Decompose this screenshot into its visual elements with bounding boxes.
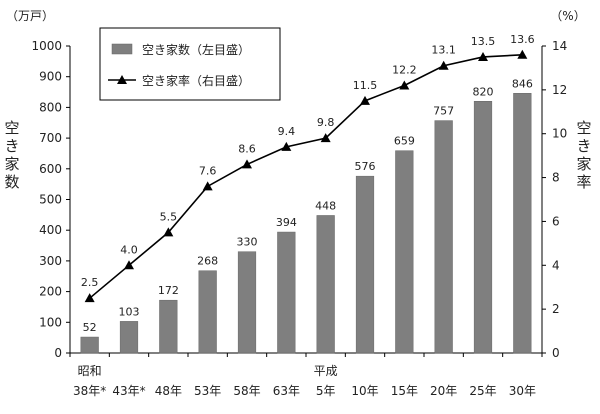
right-tick-label: 6 [552, 214, 560, 228]
right-tick-label: 12 [552, 83, 567, 97]
triangle-marker [478, 51, 488, 61]
left-tick-label: 900 [39, 70, 62, 84]
left-tick-label: 800 [39, 100, 62, 114]
x-category-label: 43年* [112, 384, 145, 398]
rate-value-label: 7.6 [199, 164, 217, 177]
bar-value-label: 330 [237, 236, 258, 249]
bar [80, 336, 99, 354]
x-category-label: 15年 [391, 384, 418, 398]
left-tick-label: 600 [39, 162, 62, 176]
right-tick-label: 14 [552, 39, 567, 53]
bar [316, 215, 335, 354]
triangle-marker [242, 159, 252, 169]
x-category-label: 10年 [351, 384, 378, 398]
legend-bar-swatch [111, 43, 133, 55]
legend-bar-label: 空き家数（左目盛） [142, 42, 250, 57]
legend-box [99, 27, 281, 101]
triangle-marker [124, 260, 134, 270]
bar [513, 93, 532, 354]
bar-value-label: 820 [473, 85, 494, 98]
right-tick-label: 4 [552, 258, 560, 272]
bar-value-label: 448 [315, 199, 336, 212]
right-unit-label: （%） [550, 9, 585, 23]
rate-value-label: 13.6 [510, 33, 535, 46]
bar-value-label: 659 [394, 135, 415, 148]
triangle-marker [399, 80, 410, 90]
bar [277, 231, 296, 354]
bar [355, 175, 375, 354]
x-category-label: 30年 [509, 384, 536, 398]
bar [237, 251, 257, 354]
legend-line-label: 空き家率（右目盛） [142, 73, 250, 88]
bar-value-label: 576 [355, 160, 376, 173]
triangle-marker [438, 60, 449, 70]
left-tick-label: 700 [39, 131, 62, 145]
legend-triangle-marker [117, 75, 127, 84]
x-category-label: 48年 [155, 384, 182, 398]
rate-value-label: 13.5 [471, 35, 496, 48]
triangle-marker [84, 293, 95, 303]
bar-value-label: 394 [276, 216, 297, 229]
left-unit-label: （万戸） [6, 9, 54, 23]
bar-value-label: 52 [83, 321, 97, 334]
rate-value-label: 4.0 [120, 243, 138, 256]
x-category-label: 63年 [273, 384, 300, 398]
x-category-label: 5年 [316, 384, 336, 398]
triangle-marker [202, 181, 213, 191]
triangle-marker [320, 133, 331, 143]
left-tick-label: 0 [54, 346, 62, 360]
bar [159, 299, 178, 354]
bar-value-label: 103 [119, 305, 140, 318]
right-axis-title: 空き家率 [576, 119, 591, 191]
x-category-label: 25年 [469, 384, 496, 398]
triangle-marker [281, 141, 292, 151]
right-tick-label: 8 [552, 171, 560, 185]
right-tick-label: 10 [552, 127, 567, 141]
bar-value-label: 846 [512, 77, 533, 90]
bar [434, 120, 453, 354]
bar [198, 270, 217, 354]
bar-value-label: 268 [197, 255, 218, 268]
x-category-label: 20年 [430, 384, 457, 398]
x-era-label: 平成 [314, 364, 338, 378]
left-tick-label: 100 [39, 315, 62, 329]
rate-value-label: 13.1 [431, 44, 456, 57]
x-category-label: 58年 [233, 384, 260, 398]
bar [473, 101, 493, 354]
left-tick-label: 400 [39, 223, 62, 237]
rate-value-label: 11.5 [353, 79, 378, 92]
left-axis-title: 空き家数 [4, 119, 19, 191]
bar-value-label: 757 [433, 105, 454, 118]
rate-value-label: 2.5 [81, 276, 99, 289]
bar-value-label: 172 [158, 284, 179, 297]
left-tick-label: 300 [39, 254, 62, 268]
right-tick-label: 0 [552, 346, 560, 360]
rate-value-label: 9.8 [317, 116, 335, 129]
x-category-label: 38年* [73, 384, 106, 398]
rate-value-label: 8.6 [238, 142, 256, 155]
triangle-marker [517, 49, 528, 59]
x-era-label: 昭和 [78, 364, 102, 378]
rate-value-label: 12.2 [392, 63, 417, 76]
bar [395, 150, 414, 354]
rate-value-label: 5.5 [160, 210, 178, 223]
x-category-label: 53年 [194, 384, 221, 398]
rate-line [89, 53, 523, 299]
triangle-marker [360, 95, 370, 105]
left-tick-label: 1000 [31, 39, 62, 53]
right-tick-label: 2 [552, 302, 560, 316]
left-tick-label: 500 [39, 193, 62, 207]
rate-value-label: 9.4 [278, 125, 296, 138]
triangle-marker [163, 227, 174, 237]
left-tick-label: 200 [39, 285, 62, 299]
bar [119, 321, 139, 354]
